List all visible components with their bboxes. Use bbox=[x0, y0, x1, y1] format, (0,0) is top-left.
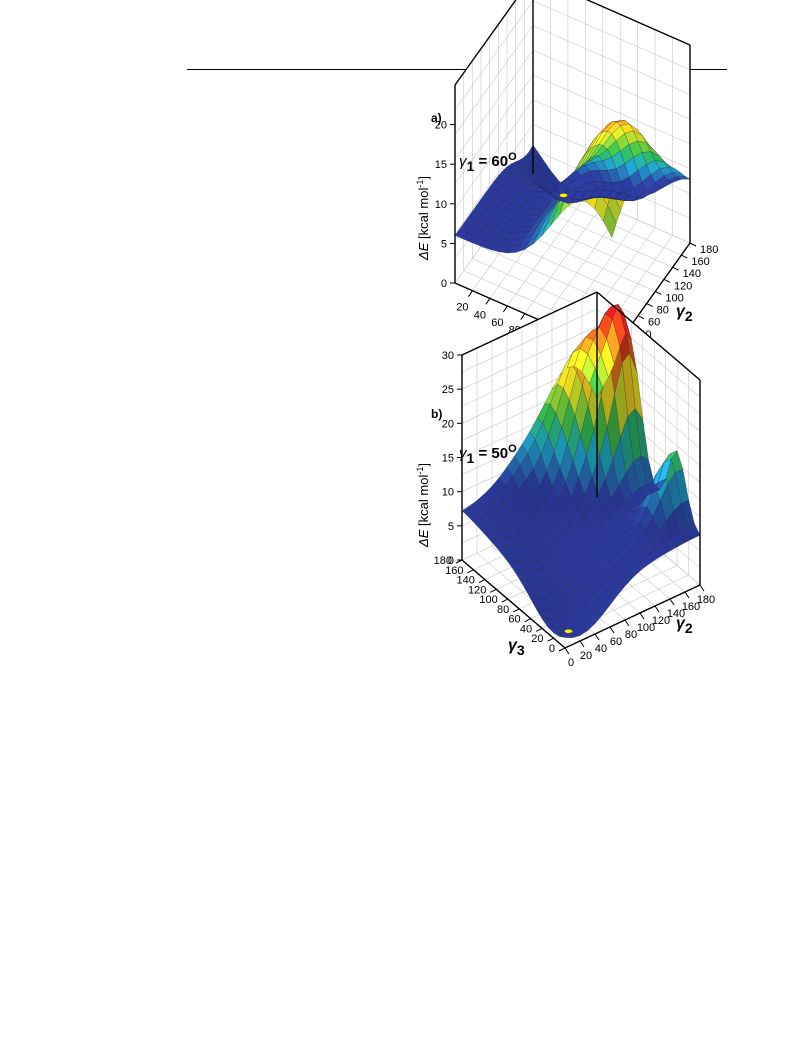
panel-b-z-axis-title: ΔE [kcal mol-1] bbox=[415, 463, 431, 548]
panel-a-x-tick-label: 40 bbox=[474, 309, 486, 321]
panel-b-x-tick-label: 60 bbox=[508, 614, 520, 626]
panel-a-x-tick-label: 60 bbox=[491, 317, 503, 329]
panel-b-axis-ticks: 0204060801001201401601800204060801001201… bbox=[434, 350, 716, 669]
panel-b-y-tick-label: 140 bbox=[667, 608, 685, 620]
panel-b-z-tick-label: 5 bbox=[448, 521, 454, 533]
panel-a-z-tick-label: 5 bbox=[441, 238, 447, 250]
panel-b-y-tick-label: 20 bbox=[580, 650, 592, 662]
panel-a-surface bbox=[454, 120, 691, 254]
panel-b-panel-label: b) bbox=[431, 407, 442, 421]
panel-b-z-tick-label: 0 bbox=[448, 555, 454, 567]
panel-a-y-tick-label: 60 bbox=[648, 317, 660, 329]
panel-b-y-tick-label: 180 bbox=[697, 594, 715, 606]
panel-a-z-axis-title: ΔE [kcal mol-1] bbox=[415, 176, 431, 261]
panel-b-z-tick-label: 20 bbox=[442, 418, 454, 430]
panel-b-y-tick-label: 100 bbox=[637, 622, 655, 634]
panel-b-axis-titles: γ3 γ2 ΔE [kcal mol-1] b) γ1 = 50O bbox=[415, 407, 693, 658]
page-header-rule bbox=[187, 69, 727, 70]
panel-a-x-tick-label: 20 bbox=[456, 302, 468, 314]
panel-a-z-tick-label: 10 bbox=[435, 199, 447, 211]
panel-b-x-tick-label: 100 bbox=[479, 594, 497, 606]
panel-a-surface-patch bbox=[528, 144, 542, 166]
panel-a-z-tick-label: 15 bbox=[435, 159, 447, 171]
panel-b-z-tick-label: 10 bbox=[442, 487, 454, 499]
panel-a-y-tick-label: 140 bbox=[683, 268, 701, 280]
panel-b-minimum-marker bbox=[564, 629, 573, 634]
panel-b-y-tick-label: 40 bbox=[595, 643, 607, 655]
panel-b-y-tick-label: 0 bbox=[568, 657, 574, 669]
panel-a-panel-label: a) bbox=[431, 111, 442, 125]
panel-b-x-tick-label: 40 bbox=[520, 623, 532, 635]
panel-a-y-tick-label: 100 bbox=[665, 292, 683, 304]
panel-a-annotation: γ1 = 60O bbox=[459, 151, 517, 174]
panel-a-minimum-marker bbox=[559, 193, 568, 198]
panel-a-y-tick-label: 120 bbox=[674, 280, 692, 292]
panel-b-y-tick-label: 60 bbox=[610, 636, 622, 648]
chart-panel-a: 2040608010012014016018002040608010012014… bbox=[415, 0, 718, 375]
panel-b-x-tick-label: 0 bbox=[549, 643, 555, 655]
panel-a-z-tick-label: 20 bbox=[435, 120, 447, 132]
panel-b-x-tick-label: 80 bbox=[497, 604, 509, 616]
panel-b-z-tick-label: 25 bbox=[442, 384, 454, 396]
panel-b-y-tick-label: 120 bbox=[652, 615, 670, 627]
panel-b-y-axis-title: γ2 bbox=[676, 615, 693, 636]
panel-b-x-axis-title: γ3 bbox=[508, 637, 525, 658]
panel-b-z-tick-label: 30 bbox=[442, 350, 454, 362]
panel-b-x-tick-label: 140 bbox=[457, 575, 475, 587]
panel-a-y-tick-label: 180 bbox=[700, 244, 718, 256]
panel-b-annotation: γ1 = 50O bbox=[459, 443, 517, 466]
panel-a-y-axis-title: γ2 bbox=[676, 303, 693, 324]
panel-b-y-tick-label: 160 bbox=[682, 601, 700, 613]
panel-a-y-tick-label: 160 bbox=[691, 256, 709, 268]
panel-a-y-tick-label: 80 bbox=[657, 305, 669, 317]
panel-b-x-tick-label: 160 bbox=[445, 565, 463, 577]
panel-b-x-tick-label: 20 bbox=[531, 633, 543, 645]
panel-b-surface bbox=[461, 303, 701, 638]
panel-b-x-tick-label: 180 bbox=[434, 555, 452, 567]
panel-b-x-tick-label: 120 bbox=[468, 584, 486, 596]
panel-a-z-tick-label: 0 bbox=[441, 278, 447, 290]
panel-b-z-tick-label: 15 bbox=[442, 453, 454, 465]
chart-panel-b: 0204060801001201401601800204060801001201… bbox=[415, 291, 716, 669]
panel-b-y-tick-label: 80 bbox=[625, 629, 637, 641]
